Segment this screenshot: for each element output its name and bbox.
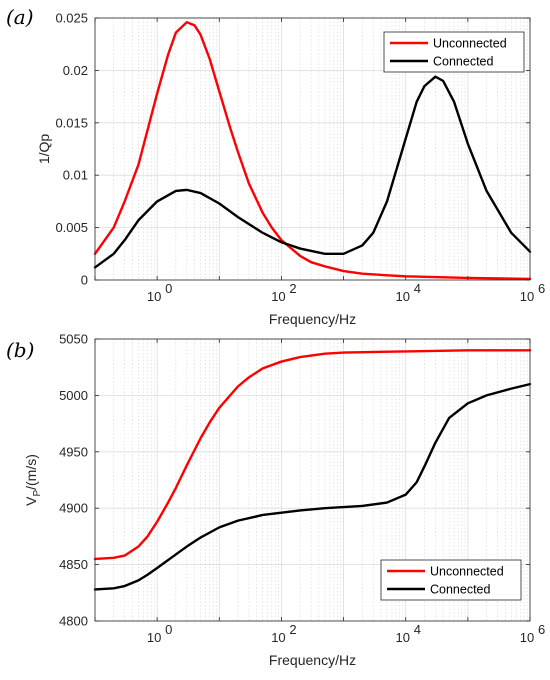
series-line-unconnected <box>93 20 532 281</box>
x-axis-label: Frequency/Hz <box>269 311 356 327</box>
x-tick-exponent: 6 <box>538 281 545 296</box>
panel-label: (a) <box>6 5 34 29</box>
series-line-unconnected <box>93 349 532 561</box>
y-tick-label: 0.02 <box>63 63 88 78</box>
axes-box <box>94 338 531 622</box>
y-tick-label: 4950 <box>59 444 88 459</box>
y-axis-label: 1/Qp <box>36 134 52 165</box>
y-tick-label: 4850 <box>59 557 88 572</box>
x-tick-label: 10 <box>271 630 285 645</box>
x-tick-exponent: 6 <box>538 622 545 637</box>
y-tick-label: 0.01 <box>63 168 88 183</box>
y-tick-label: 0.025 <box>55 11 88 26</box>
x-tick-exponent: 0 <box>165 622 172 637</box>
legend-label-connected: Connected <box>433 55 494 69</box>
legend: Unconnected Connected <box>383 31 525 73</box>
y-tick-label: 0 <box>81 273 88 288</box>
legend-label-unconnected: Unconnected <box>430 565 504 579</box>
chart-panel-a: 0 0.005 0.01 0.015 0.02 0.025 10 0 10 2 10 4 10 6 Freq… <box>6 5 545 327</box>
panel-label: (b) <box>6 338 34 362</box>
y-tick-label: 0.005 <box>55 220 88 235</box>
y-tick-label: 5000 <box>59 388 88 403</box>
legend: Unconnected Connected <box>380 559 522 601</box>
legend-label-unconnected: Unconnected <box>433 37 507 51</box>
y-tick-label: 0.015 <box>55 115 88 130</box>
x-tick-label: 10 <box>520 630 534 645</box>
x-tick-exponent: 2 <box>289 622 296 637</box>
x-tick-label: 10 <box>147 289 161 304</box>
chart-panel-b: 4800 4850 4900 4950 5000 5050 10 0 10 2 10 4 10 6 Freq… <box>6 332 545 669</box>
y-tick-label: 4900 <box>59 501 88 516</box>
x-tick-exponent: 4 <box>414 281 421 296</box>
x-tick-label: 10 <box>395 630 409 645</box>
x-tick-label: 10 <box>147 630 161 645</box>
y-tick-label: 4800 <box>59 614 88 629</box>
legend-label-connected: Connected <box>430 583 491 597</box>
y-tick-label: 5050 <box>59 332 88 347</box>
x-axis-label: Frequency/Hz <box>269 652 356 668</box>
x-tick-exponent: 4 <box>414 622 421 637</box>
x-tick-label: 10 <box>395 289 409 304</box>
series-line-connected <box>93 75 532 269</box>
y-axis-label: VP/(m/s) <box>23 454 43 506</box>
x-tick-exponent: 2 <box>289 281 296 296</box>
x-tick-exponent: 0 <box>165 281 172 296</box>
series-line-connected <box>93 382 532 591</box>
x-tick-label: 10 <box>271 289 285 304</box>
legend-box <box>383 31 525 73</box>
legend-box <box>380 559 522 601</box>
axes-box <box>94 17 531 281</box>
x-tick-label: 10 <box>520 289 534 304</box>
